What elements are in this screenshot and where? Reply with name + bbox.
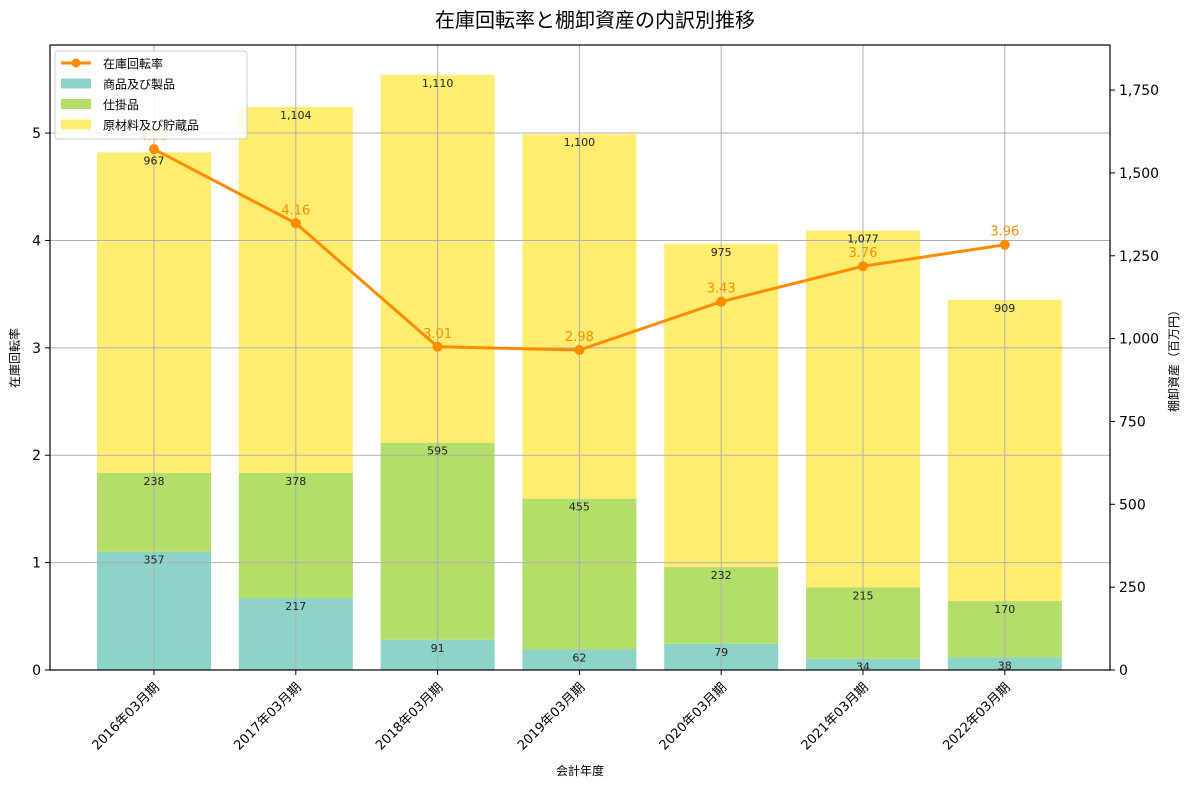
chart-title: 在庫回転率と棚卸資産の内訳別推移 bbox=[435, 8, 755, 32]
y-right-tick-label: 1,000 bbox=[1119, 332, 1159, 348]
x-tick-label: 2021年03月期 bbox=[799, 680, 872, 753]
y-right-tick-label: 250 bbox=[1119, 580, 1146, 596]
bar-value-label: 38 bbox=[998, 659, 1012, 672]
legend-color-swatch bbox=[61, 119, 91, 130]
plot-frame bbox=[49, 44, 1111, 671]
bar-value-label: 232 bbox=[711, 569, 732, 582]
y-right-tick-label: 750 bbox=[1119, 414, 1146, 430]
x-tick-label: 2016年03月期 bbox=[90, 680, 163, 753]
legend-label: 商品及び製品 bbox=[103, 77, 175, 92]
legend-color-swatch bbox=[61, 99, 91, 109]
legend-label: 仕掛品 bbox=[103, 97, 139, 112]
bar-value-label: 91 bbox=[431, 642, 445, 655]
y-right-tick-label: 1,250 bbox=[1119, 249, 1159, 265]
turnover-line: 4.854.163.012.983.433.763.96 bbox=[140, 129, 1019, 355]
turnover-marker bbox=[574, 344, 585, 355]
x-axis-label: 会計年度 bbox=[556, 763, 604, 778]
y-left-tick-label: 1 bbox=[32, 556, 41, 572]
bar-value-label: 1,077 bbox=[847, 233, 879, 246]
x-tick-label: 2022年03月期 bbox=[940, 680, 1013, 753]
x-tick-label: 2019年03月期 bbox=[515, 680, 588, 753]
bar-value-label: 1,110 bbox=[422, 77, 454, 90]
turnover-marker bbox=[290, 218, 301, 229]
y-right-tick-label: 1,750 bbox=[1119, 83, 1159, 99]
bar-value-label: 975 bbox=[711, 246, 732, 259]
legend-label: 在庫回転率 bbox=[103, 56, 163, 71]
turnover-value-label: 2.98 bbox=[565, 330, 594, 345]
y-right-tick-label: 500 bbox=[1119, 497, 1146, 513]
y-left-tick-label: 2 bbox=[32, 448, 41, 464]
turnover-value-label: 3.43 bbox=[707, 282, 736, 297]
bar-value-label: 79 bbox=[714, 646, 728, 659]
turnover-marker bbox=[999, 239, 1010, 250]
bar-value-label: 34 bbox=[856, 661, 870, 674]
bar-value-label: 215 bbox=[853, 589, 874, 602]
x-tick-label: 2017年03月期 bbox=[231, 680, 304, 753]
bar-value-label: 595 bbox=[427, 445, 448, 458]
turnover-marker bbox=[858, 261, 868, 272]
bar-value-label: 217 bbox=[285, 600, 306, 613]
bar-value-label: 909 bbox=[994, 302, 1015, 315]
turnover-value-label: 3.96 bbox=[990, 225, 1019, 240]
turnover-marker bbox=[716, 296, 727, 307]
y-axis-left-label: 在庫回転率 bbox=[7, 328, 22, 388]
bar-value-label: 378 bbox=[285, 475, 306, 488]
legend-label: 原材料及び貯蔵品 bbox=[103, 119, 199, 133]
y-left-tick-label: 0 bbox=[32, 663, 41, 679]
x-tick-label: 2020年03月期 bbox=[657, 680, 730, 753]
y-right-tick-label: 0 bbox=[1119, 663, 1128, 679]
bar-value-label: 455 bbox=[569, 501, 590, 514]
bar-value-label: 170 bbox=[994, 603, 1015, 616]
turnover-marker bbox=[149, 144, 159, 155]
legend-box bbox=[54, 50, 248, 140]
turnover-marker bbox=[432, 341, 443, 352]
bar-value-label: 1,104 bbox=[280, 109, 312, 122]
turnover-value-label: 3.01 bbox=[423, 327, 452, 342]
bar-value-label: 967 bbox=[144, 154, 165, 167]
bar-value-label: 1,100 bbox=[564, 136, 596, 149]
x-tick-label: 2018年03月期 bbox=[373, 680, 446, 753]
y-left-tick-label: 3 bbox=[32, 341, 41, 357]
legend-marker-swatch bbox=[71, 58, 81, 68]
bar-value-label: 238 bbox=[144, 475, 165, 488]
legend-color-swatch bbox=[61, 78, 91, 89]
bar-value-label: 62 bbox=[572, 651, 586, 664]
y-right-tick-label: 1,500 bbox=[1119, 166, 1159, 182]
turnover-value-label: 4.16 bbox=[281, 203, 310, 218]
y-left-tick-label: 4 bbox=[32, 233, 41, 249]
y-left-tick-label: 5 bbox=[32, 126, 41, 142]
y-axis-right-label: 棚卸資産（百万円） bbox=[1166, 304, 1181, 412]
turnover-value-label: 3.76 bbox=[849, 246, 878, 261]
bar-value-label: 357 bbox=[144, 554, 165, 567]
